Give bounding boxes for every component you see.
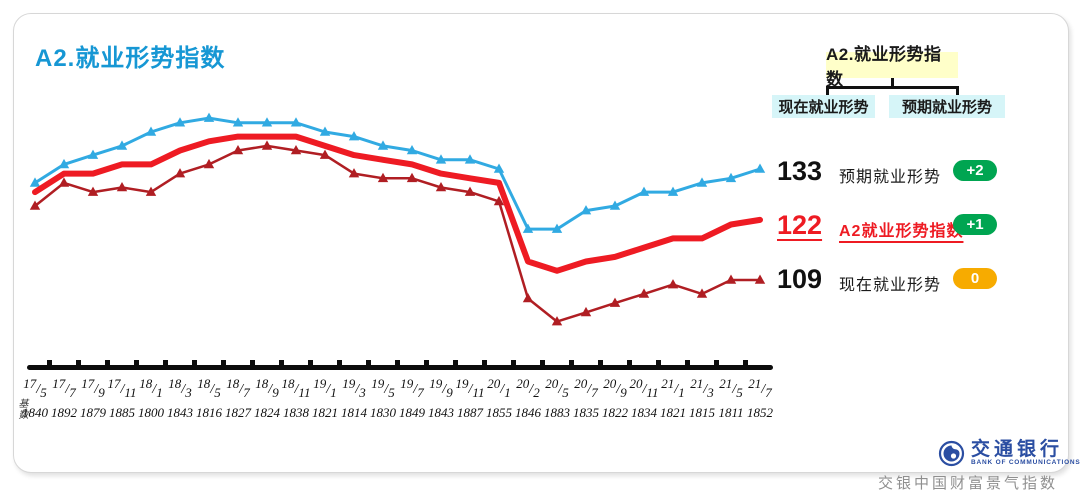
series-name-current: 现在就业形势 (839, 277, 942, 294)
base-count: 1827 (225, 405, 251, 420)
base-count-label: 基数 (18, 399, 29, 421)
bank-logo: 交通银行 BANK OF COMMUNICATIONS (938, 440, 1080, 467)
series-name-index: A2就业形势指数 (839, 223, 964, 240)
series-value-current: 109 (777, 264, 823, 294)
series-row-index: 122 A2就业形势指数 +1 (777, 210, 1067, 242)
page-title: A2.就业形势指数 (35, 45, 226, 72)
bank-name-cn: 交通银行 (971, 439, 1064, 460)
series-row-expected: 133 预期就业形势 +2 (777, 156, 1067, 188)
change-badge-index: +1 (953, 214, 997, 235)
legend-connector-bar (826, 86, 959, 89)
x-tick-label: 20/11 (629, 376, 659, 400)
x-tick-label: 20/9 (603, 376, 627, 400)
employment-index-line-chart (27, 112, 773, 370)
legend-connector-stub (891, 78, 894, 87)
base-count: 1879 (80, 405, 106, 420)
x-tick-label: 17/5 (23, 376, 47, 400)
base-count: 1834 (631, 405, 657, 420)
x-tick-label: 20/7 (574, 376, 598, 400)
report-card (13, 13, 1069, 473)
base-count: 1830 (370, 405, 396, 420)
series-value-expected: 133 (777, 156, 823, 186)
base-count: 1855 (486, 405, 512, 420)
base-count: 1843 (428, 405, 454, 420)
bank-name-en: BANK OF COMMUNICATIONS (971, 459, 1080, 466)
x-tick-label: 18/7 (226, 376, 250, 400)
x-tick-label: 19/11 (455, 376, 485, 400)
report-caption-clipped: 交银中国财富景气指数 (878, 475, 1059, 492)
x-tick-label: 20/2 (516, 376, 540, 400)
x-tick-label: 17/9 (81, 376, 105, 400)
x-tick-label: 19/9 (429, 376, 453, 400)
x-tick-label: 17/11 (107, 376, 137, 400)
base-count: 1816 (196, 405, 222, 420)
base-count: 1885 (109, 405, 135, 420)
base-count: 1838 (283, 405, 309, 420)
x-tick-label: 21/5 (719, 376, 743, 400)
x-tick-label: 20/1 (487, 376, 511, 400)
series-value-index: 122 (777, 210, 823, 240)
series-name-expected: 预期就业形势 (839, 169, 942, 186)
bank-logo-icon (938, 440, 965, 467)
base-count: 1852 (747, 405, 773, 420)
change-badge-expected: +2 (953, 160, 997, 181)
base-count: 1811 (718, 405, 744, 420)
x-tick-label: 21/1 (661, 376, 685, 400)
base-count: 1824 (254, 405, 280, 420)
x-tick-label: 18/9 (255, 376, 279, 400)
change-badge-current: 0 (953, 268, 997, 289)
x-tick-label: 21/3 (690, 376, 714, 400)
x-tick-label: 18/5 (197, 376, 221, 400)
base-count: 1849 (399, 405, 425, 420)
legend-child-expected: 预期就业形势 (889, 95, 1005, 118)
x-tick-label: 18/3 (168, 376, 192, 400)
base-count: 1840 (22, 405, 48, 420)
x-tick-label: 18/11 (281, 376, 311, 400)
x-tick-label: 17/7 (52, 376, 76, 400)
base-count: 1892 (51, 405, 77, 420)
base-count: 1822 (602, 405, 628, 420)
base-count: 1814 (341, 405, 367, 420)
base-count: 1883 (544, 405, 570, 420)
x-tick-label: 18/1 (139, 376, 163, 400)
legend-connector-right (956, 86, 959, 96)
base-count: 1815 (689, 405, 715, 420)
base-count: 1887 (457, 405, 483, 420)
base-count: 1843 (167, 405, 193, 420)
base-count: 1821 (660, 405, 686, 420)
x-tick-label: 20/5 (545, 376, 569, 400)
series-row-current: 109 现在就业形势 0 (777, 264, 1067, 296)
x-tick-label: 21/7 (748, 376, 772, 400)
x-tick-label: 19/3 (342, 376, 366, 400)
base-count: 1800 (138, 405, 164, 420)
x-tick-label: 19/5 (371, 376, 395, 400)
x-tick-label: 19/7 (400, 376, 424, 400)
legend-connector-left (826, 86, 829, 96)
legend-child-current: 现在就业形势 (772, 95, 875, 118)
base-count: 1821 (312, 405, 338, 420)
x-tick-label: 19/1 (313, 376, 337, 400)
base-count: 1835 (573, 405, 599, 420)
base-count: 1846 (515, 405, 541, 420)
